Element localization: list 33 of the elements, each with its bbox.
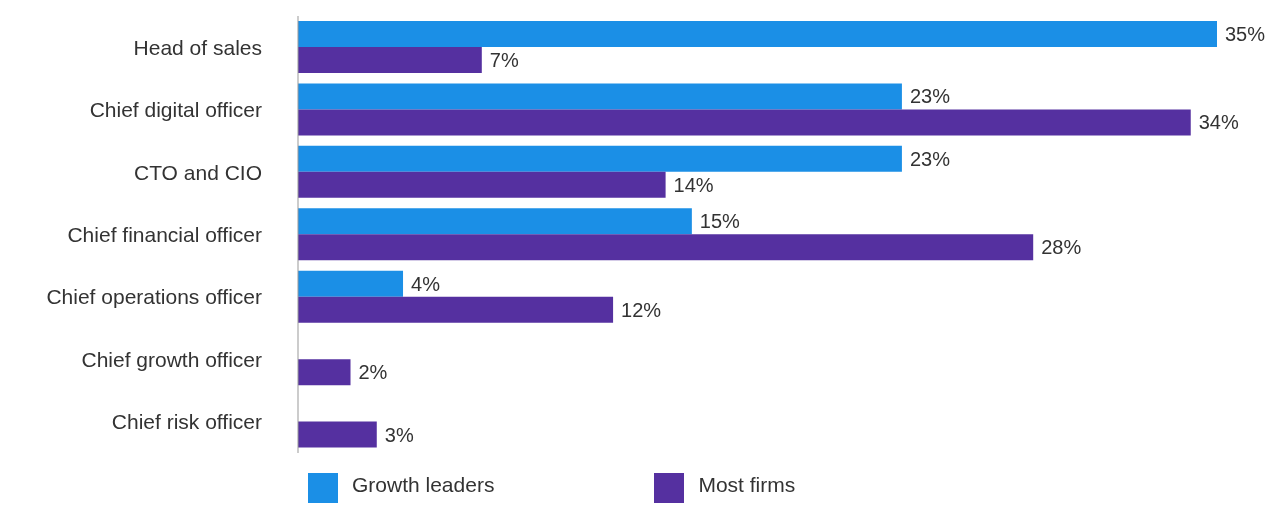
bar: [298, 234, 1034, 261]
data-label: 34%: [1198, 111, 1239, 134]
y-tick-label: Chief growth officer: [81, 347, 263, 371]
bar: [298, 208, 692, 235]
data-label: 4%: [411, 272, 441, 295]
y-tick-label: Chief digital officer: [89, 98, 262, 122]
y-tick-label: CTO and CIO: [134, 160, 262, 184]
bar: [298, 421, 377, 448]
bar: [298, 20, 1217, 47]
bar: [298, 109, 1191, 136]
y-tick-label: Chief risk officer: [111, 410, 262, 434]
y-tick-label: Chief financial officer: [67, 222, 262, 246]
bar: [298, 46, 482, 73]
data-label: 23%: [909, 147, 951, 170]
data-label: 12%: [621, 298, 662, 321]
data-label: 15%: [699, 210, 741, 233]
legend-label: Growth leaders: [352, 473, 495, 497]
y-tick-label: Head of sales: [133, 35, 262, 59]
bar: [298, 270, 404, 297]
bar: [298, 296, 614, 323]
bar: [298, 83, 902, 110]
y-tick-label: Chief operations officer: [46, 285, 262, 309]
bar: [298, 359, 351, 386]
data-label: 28%: [1041, 236, 1082, 259]
data-label: 35%: [1225, 22, 1266, 45]
legend-label: Most firms: [698, 473, 796, 497]
data-label: 3%: [384, 423, 414, 446]
data-label: 23%: [909, 85, 951, 108]
data-label: 7%: [489, 48, 519, 71]
data-label: 14%: [673, 173, 714, 196]
data-label: 2%: [358, 361, 388, 384]
bar: [298, 145, 902, 172]
bar: [298, 171, 666, 198]
